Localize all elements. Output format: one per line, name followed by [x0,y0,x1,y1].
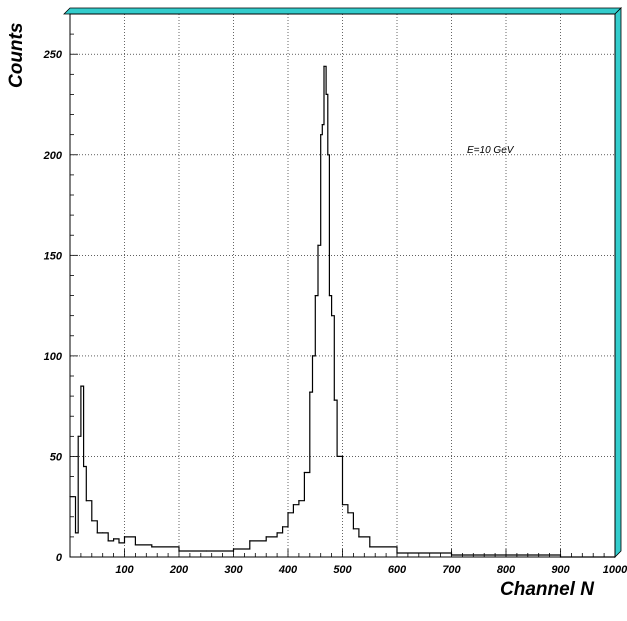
x-tick-label: 800 [497,564,516,576]
data-point [320,134,322,136]
x-tick-label: 500 [333,564,352,576]
data-point [317,244,319,246]
data-point [333,399,335,401]
data-point [358,536,360,538]
data-point [303,471,305,474]
histogram-series [69,65,616,558]
x-tick-labels: 100 200 300 400 500 600 700 800 900 1000 [115,564,627,576]
x-tick-label: 300 [224,564,243,576]
data-point [559,556,562,558]
data-point [505,554,507,556]
data-point [69,496,71,498]
data-point [265,536,267,538]
annotation-energy: E=10 GeV [467,145,515,156]
data-point [74,532,77,534]
data-point [309,391,311,393]
x-tick-label: 700 [442,564,461,576]
y-tick-label: 200 [43,150,63,162]
data-point [292,504,295,506]
data-point [325,93,327,96]
data-point [327,154,329,156]
data-point [85,500,87,502]
data-point [205,550,207,552]
data-point [614,556,616,558]
x-axis-title: Channel N [500,579,595,600]
data-point [298,500,300,502]
data-point [276,532,278,534]
data-point [396,552,398,554]
data-point [352,528,354,530]
data-point [311,355,314,357]
data-point [369,546,371,548]
data-point [118,542,120,544]
x-tick-label: 200 [169,564,189,576]
data-point [232,548,235,550]
data-point [321,124,323,126]
x-tick-label: 400 [278,564,298,576]
x-tick-label: 600 [388,564,407,576]
y-tick-label: 250 [43,49,63,61]
data-point [281,526,284,528]
data-point [123,536,126,538]
data-point [91,520,93,522]
y-tick-label: 150 [44,250,63,262]
data-point [347,512,349,514]
frame-shadow-top [63,7,622,15]
data-point [107,540,109,542]
data-point [80,385,82,387]
x-tick-label: 1000 [603,564,627,576]
data-point [113,538,115,540]
data-point [336,455,338,458]
data-point [323,65,325,67]
data-point [77,435,79,437]
data-point [287,512,289,514]
data-point [314,294,316,297]
data-point [249,540,251,542]
data-point [134,544,136,546]
frame-shadow-right [614,7,622,558]
data-point [450,554,453,556]
x-tick-label: 900 [551,564,570,576]
data-point [178,550,180,552]
y-tick-labels: 0 50 100 150 200 250 [43,49,63,564]
data-point [83,465,85,468]
y-axis-title: Counts [6,23,27,88]
data-point [328,294,331,297]
grid [70,14,615,557]
data-point [102,532,104,534]
data-point [151,546,153,548]
data-point [331,315,333,317]
data-point [341,504,344,506]
y-tick-label: 0 [56,552,63,564]
data-point [96,532,98,534]
y-tick-label: 50 [50,451,63,463]
x-tick-label: 100 [115,564,134,576]
y-tick-label: 100 [44,351,63,363]
